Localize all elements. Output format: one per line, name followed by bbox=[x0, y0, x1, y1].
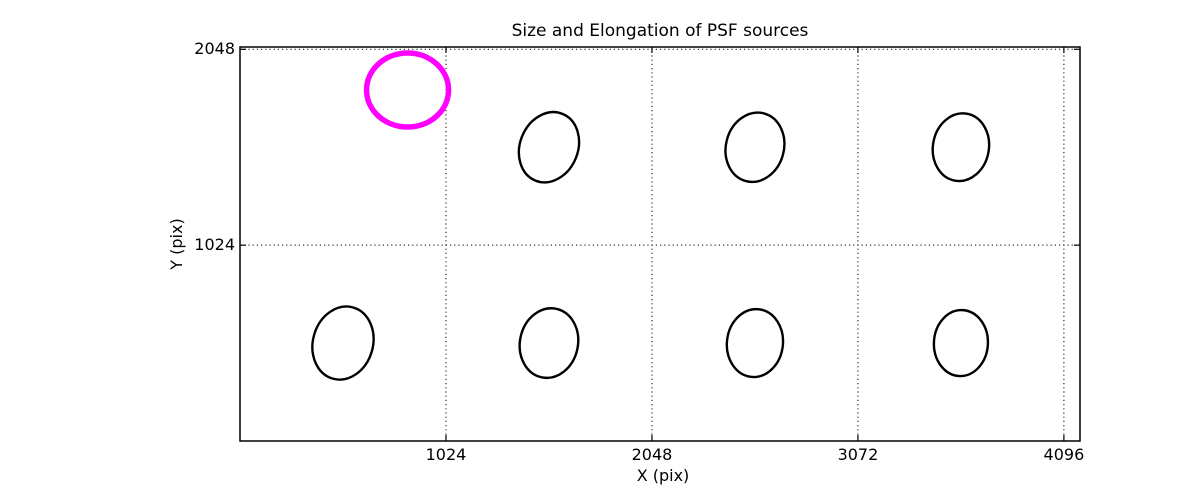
psf-ellipse-4 bbox=[311, 305, 375, 381]
x-tick-label-4096: 4096 bbox=[1043, 445, 1085, 464]
chart-title: Size and Elongation of PSF sources bbox=[511, 21, 809, 41]
psf-ellipse-7 bbox=[932, 308, 990, 378]
x-tick-label-1024: 1024 bbox=[425, 445, 467, 464]
outlier-psf-ellipse bbox=[363, 50, 452, 130]
psf-ellipse-2 bbox=[724, 111, 786, 184]
y-tick-label-2048: 2048 bbox=[194, 39, 235, 59]
x-axis-label: X (pix) bbox=[636, 466, 690, 485]
psf-ellipse-6 bbox=[725, 307, 785, 379]
y-tick-label-1024: 1024 bbox=[194, 235, 235, 255]
psf-ellipse-3 bbox=[931, 112, 991, 183]
x-tick-label-2048: 2048 bbox=[631, 445, 673, 464]
x-tick-label-3072: 3072 bbox=[837, 445, 879, 464]
psf-ellipse-5 bbox=[518, 307, 580, 380]
plot-border bbox=[239, 46, 1081, 442]
psf-ellipse-1 bbox=[517, 110, 581, 184]
